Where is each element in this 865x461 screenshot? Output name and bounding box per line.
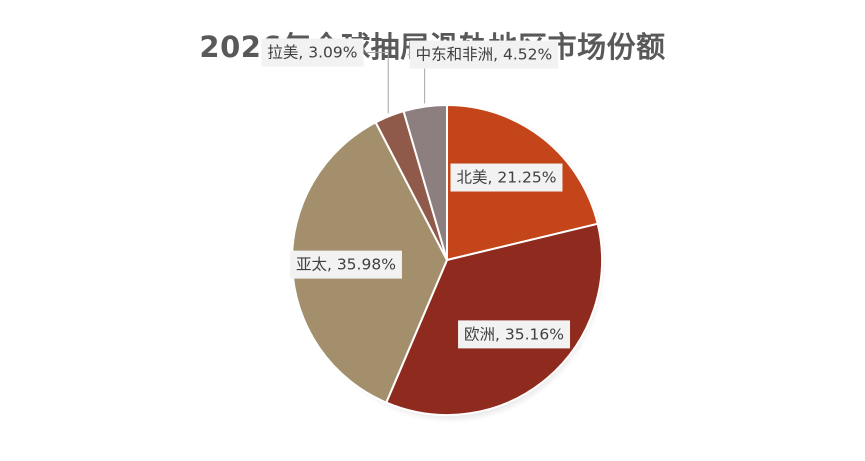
data-label-2: 欧洲, 35.16% xyxy=(458,320,571,349)
data-labels: 北美, 21.25% 欧洲, 35.16% 亚太, 35.98% 拉美, 3.09% 中… xyxy=(261,38,571,349)
data-label-bg-2 xyxy=(458,320,571,349)
data-label-text-1: 北美, 21.25% xyxy=(457,169,557,187)
pie-slice-5 xyxy=(402,103,448,261)
data-label-bg-3 xyxy=(289,250,402,279)
pie-slice-2 xyxy=(384,222,603,416)
pie-slices xyxy=(291,103,603,416)
data-label-text-3: 亚太, 35.98% xyxy=(296,256,396,274)
data-label-1: 北美, 21.25% xyxy=(450,163,563,192)
data-label-bg-4 xyxy=(261,38,364,67)
data-label-text-4: 拉美, 3.09% xyxy=(267,43,357,61)
data-label-text-5: 中东和非洲, 4.52% xyxy=(416,46,553,64)
data-label-5: 中东和非洲, 4.52% xyxy=(409,40,559,69)
data-label-bg-1 xyxy=(450,163,563,192)
data-label-bg-5 xyxy=(409,40,559,69)
data-label-text-2: 欧洲, 35.16% xyxy=(464,325,564,343)
data-label-3: 亚太, 35.98% xyxy=(289,250,402,279)
leader-line-4 xyxy=(365,51,389,114)
data-label-4: 拉美, 3.09% xyxy=(261,38,364,67)
